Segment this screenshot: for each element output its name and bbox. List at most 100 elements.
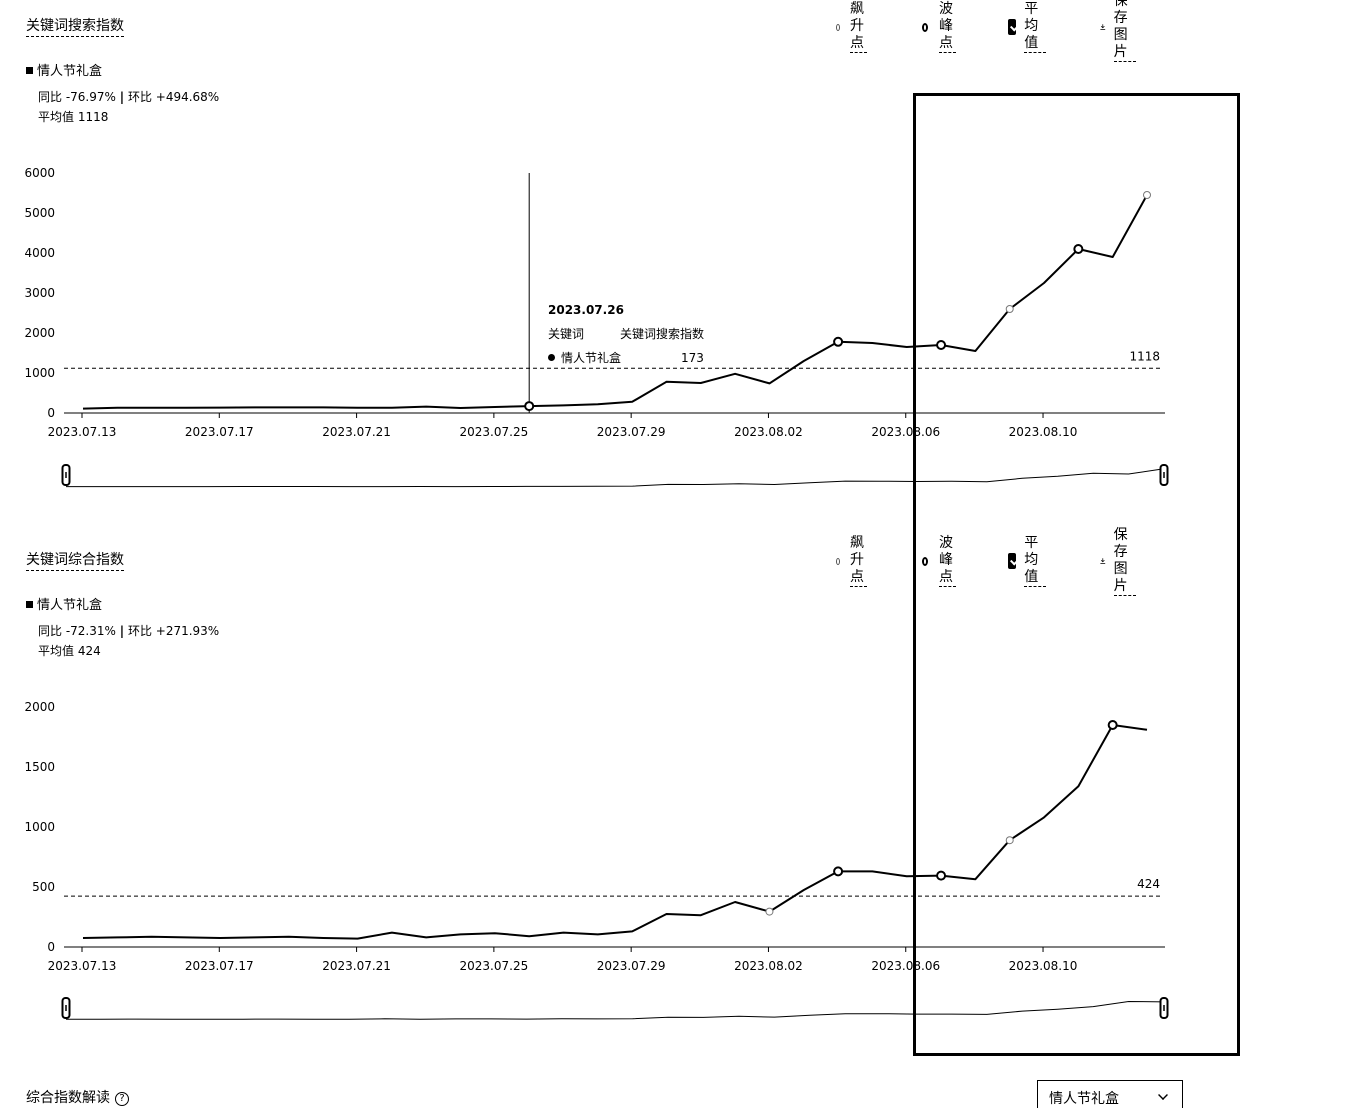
x-tick-label: 2023.07.17	[185, 425, 254, 439]
x-tick-label: 2023.07.13	[48, 425, 117, 439]
hover-point-marker	[524, 401, 535, 412]
search-index-panel: 关键词搜索指数 飙升点 波峰点 平均值 保存图片 情人节礼盒 同比 -76.97…	[0, 0, 1350, 534]
toggle-average-line[interactable]: 平均值	[1008, 1, 1046, 53]
toggle-peak-points[interactable]: 波峰点	[922, 1, 956, 53]
tooltip-series-name: 情人节礼盒	[561, 351, 622, 365]
x-tick-label: 2023.07.21	[322, 425, 391, 439]
panel-title: 关键词搜索指数	[26, 17, 124, 37]
save-image-button[interactable]: 保存图片	[1100, 527, 1136, 596]
legend-label: 情人节礼盒	[37, 64, 103, 79]
stat-separator: |	[119, 624, 125, 638]
keyword-select[interactable]: 情人节礼盒	[1037, 1080, 1183, 1108]
peak-point-marker	[833, 866, 844, 877]
stat-yoy: 同比 -76.97%	[38, 90, 116, 104]
y-tick-label: 0	[47, 406, 55, 420]
download-icon	[1100, 24, 1106, 30]
toggle-label: 平均值	[1024, 535, 1046, 587]
x-tick-label: 2023.07.13	[48, 959, 117, 973]
stat-separator: |	[119, 90, 125, 104]
stat-mom: 环比 +271.93%	[127, 624, 220, 638]
y-tick-label: 2000	[24, 700, 55, 714]
surge-point-icon	[836, 23, 841, 31]
peak-point-icon	[922, 22, 929, 32]
x-tick-label: 2023.07.29	[597, 425, 666, 439]
series-line	[82, 194, 1148, 410]
chevron-down-icon	[1158, 1090, 1168, 1100]
surge-point-marker	[1005, 305, 1014, 313]
panel-title: 关键词综合指数	[26, 551, 124, 571]
toggle-average-line[interactable]: 平均值	[1008, 535, 1046, 587]
y-tick-label: 1500	[24, 760, 55, 774]
tooltip-col-index: 关键词搜索指数	[620, 327, 705, 341]
toggle-label: 飙升点	[850, 1, 867, 53]
peak-point-marker	[936, 870, 947, 881]
y-tick-label: 2000	[24, 326, 55, 340]
surge-point-marker	[765, 907, 774, 916]
toggle-label: 飙升点	[850, 535, 867, 587]
peak-point-icon	[922, 556, 929, 566]
stats-summary: 同比 -76.97% | 环比 +494.68% 平均值 1118	[38, 87, 219, 127]
series-legend[interactable]: 情人节礼盒	[26, 597, 102, 615]
checkbox-checked-icon[interactable]	[1008, 19, 1017, 35]
y-tick-label: 1000	[24, 820, 55, 834]
save-image-button[interactable]: 保存图片	[1100, 0, 1136, 62]
legend-label: 情人节礼盒	[37, 598, 103, 613]
toggle-label: 波峰点	[939, 1, 956, 53]
x-tick-label: 2023.08.02	[734, 959, 803, 973]
y-tick-label: 5000	[24, 206, 55, 220]
stat-average: 平均值 424	[38, 644, 101, 658]
series-line	[82, 724, 1148, 940]
x-tick-label: 2023.07.25	[460, 959, 529, 973]
y-tick-label: 6000	[24, 166, 55, 180]
y-tick-label: 3000	[24, 286, 55, 300]
tooltip-series-value: 173	[681, 351, 704, 365]
toggle-surge-points[interactable]: 飙升点	[836, 535, 867, 587]
stat-mom: 环比 +494.68%	[127, 90, 220, 104]
surge-point-marker	[1143, 191, 1151, 199]
peak-point-marker	[1073, 244, 1084, 254]
series-legend[interactable]: 情人节礼盒	[26, 63, 102, 81]
x-tick-label: 2023.08.06	[871, 959, 940, 973]
download-icon	[1100, 558, 1106, 564]
y-tick-label: 500	[32, 880, 55, 894]
y-tick-label: 1000	[24, 366, 55, 380]
tooltip-col-keyword: 关键词	[548, 327, 585, 341]
average-label: 1118	[1129, 349, 1160, 363]
x-tick-label: 2023.07.29	[597, 959, 666, 973]
y-tick-label: 4000	[24, 246, 55, 260]
stat-average: 平均值 1118	[38, 110, 109, 124]
tooltip-series-dot	[548, 354, 555, 361]
search-index-chart[interactable]: 0 1000 2000 3000 4000 5000 6000 2023.07.13 2023.…	[0, 0, 1350, 534]
composite-interpretation-bar: 综合指数解读? 情人节礼盒	[0, 1070, 1350, 1108]
x-tick-label: 2023.07.17	[185, 959, 254, 973]
checkbox-checked-icon[interactable]	[1008, 553, 1017, 569]
surge-point-marker	[1005, 836, 1014, 845]
x-tick-label: 2023.08.06	[871, 425, 940, 439]
peak-point-marker	[833, 336, 844, 347]
section-title-text: 综合指数解读	[26, 1090, 110, 1106]
stat-yoy: 同比 -72.31%	[38, 624, 116, 638]
composite-index-chart[interactable]: 0 500 1000 1500 2000 2023.07.13 2023.07.17 2023…	[0, 534, 1350, 1068]
toggle-peak-points[interactable]: 波峰点	[922, 535, 956, 587]
help-icon[interactable]: ?	[115, 1092, 129, 1106]
x-tick-label: 2023.08.02	[734, 425, 803, 439]
legend-swatch	[26, 601, 33, 608]
toggle-label: 波峰点	[939, 535, 956, 587]
toggle-label: 平均值	[1024, 1, 1046, 53]
toggle-surge-points[interactable]: 飙升点	[836, 1, 867, 53]
chart-tooltip: 2023.07.26 关键词 关键词搜索指数 情人节礼盒 173	[548, 298, 704, 370]
composite-index-panel: 关键词综合指数 飙升点 波峰点 平均值 保存图片 情人节礼盒 同比 -72.31…	[0, 527, 1350, 1068]
x-tick-label: 2023.07.21	[322, 959, 391, 973]
keyword-select-value: 情人节礼盒	[1049, 1091, 1119, 1107]
tooltip-date: 2023.07.26	[548, 303, 624, 317]
toggle-label: 保存图片	[1113, 527, 1136, 596]
peak-point-marker	[1107, 720, 1118, 730]
y-tick-label: 0	[47, 940, 55, 954]
overview-line	[65, 1000, 1165, 1020]
toggle-label: 保存图片	[1113, 0, 1136, 62]
overview-line	[66, 468, 1165, 488]
x-tick-label: 2023.08.10	[1009, 959, 1078, 973]
legend-swatch	[26, 67, 33, 74]
x-tick-label: 2023.08.10	[1009, 425, 1078, 439]
peak-point-marker	[936, 340, 947, 350]
